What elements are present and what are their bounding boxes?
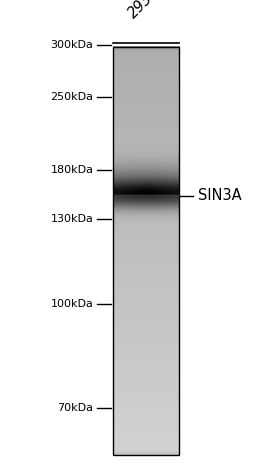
Text: 130kDa: 130kDa xyxy=(51,214,93,225)
Text: 250kDa: 250kDa xyxy=(50,92,93,102)
Text: SIN3A: SIN3A xyxy=(198,188,242,203)
Text: 293T: 293T xyxy=(125,0,162,21)
Text: 100kDa: 100kDa xyxy=(51,299,93,310)
Bar xyxy=(113,47,179,455)
Text: 180kDa: 180kDa xyxy=(50,165,93,175)
Text: 300kDa: 300kDa xyxy=(51,40,93,50)
Text: 70kDa: 70kDa xyxy=(57,403,93,413)
